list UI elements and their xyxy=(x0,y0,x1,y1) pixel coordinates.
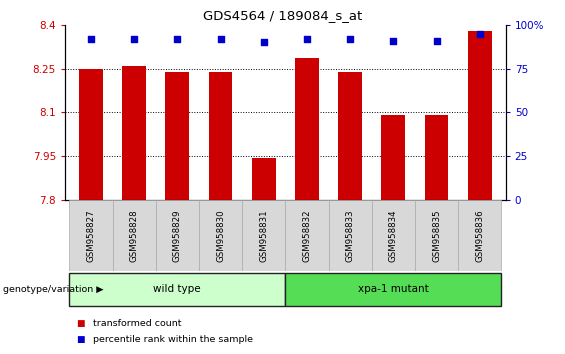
Point xyxy=(389,38,398,44)
Bar xyxy=(295,58,319,200)
Bar xyxy=(425,115,449,200)
FancyBboxPatch shape xyxy=(415,200,458,271)
Text: ■: ■ xyxy=(76,319,85,329)
FancyBboxPatch shape xyxy=(69,273,285,306)
FancyBboxPatch shape xyxy=(69,200,112,271)
Point xyxy=(129,36,138,42)
Text: wild type: wild type xyxy=(154,284,201,295)
FancyBboxPatch shape xyxy=(285,273,501,306)
Bar xyxy=(208,72,232,200)
Text: GDS4564 / 189084_s_at: GDS4564 / 189084_s_at xyxy=(203,9,362,22)
Text: GSM958836: GSM958836 xyxy=(475,209,484,262)
FancyBboxPatch shape xyxy=(112,200,156,271)
FancyBboxPatch shape xyxy=(242,200,285,271)
Text: xpa-1 mutant: xpa-1 mutant xyxy=(358,284,429,295)
Point xyxy=(475,31,484,36)
Text: ■: ■ xyxy=(76,335,85,344)
Text: GSM958835: GSM958835 xyxy=(432,209,441,262)
Text: GSM958833: GSM958833 xyxy=(346,209,355,262)
Bar xyxy=(166,72,189,200)
Point xyxy=(259,40,268,45)
Point xyxy=(346,36,355,42)
Text: percentile rank within the sample: percentile rank within the sample xyxy=(93,335,253,344)
FancyBboxPatch shape xyxy=(285,200,328,271)
Text: transformed count: transformed count xyxy=(93,319,182,329)
Bar xyxy=(252,158,276,200)
FancyBboxPatch shape xyxy=(199,200,242,271)
Text: GSM958832: GSM958832 xyxy=(302,209,311,262)
Text: GSM958828: GSM958828 xyxy=(129,209,138,262)
Text: GSM958834: GSM958834 xyxy=(389,209,398,262)
Text: GSM958831: GSM958831 xyxy=(259,209,268,262)
Text: GSM958829: GSM958829 xyxy=(173,209,182,262)
Point xyxy=(86,36,95,42)
FancyBboxPatch shape xyxy=(156,200,199,271)
Bar xyxy=(381,115,405,200)
Text: GSM958827: GSM958827 xyxy=(86,209,95,262)
FancyBboxPatch shape xyxy=(372,200,415,271)
Text: genotype/variation ▶: genotype/variation ▶ xyxy=(3,285,103,294)
Text: GSM958830: GSM958830 xyxy=(216,209,225,262)
Point xyxy=(216,36,225,42)
Point xyxy=(432,38,441,44)
Bar xyxy=(338,72,362,200)
Point xyxy=(173,36,182,42)
Bar xyxy=(122,65,146,200)
Point xyxy=(302,36,311,42)
Bar xyxy=(79,69,103,200)
FancyBboxPatch shape xyxy=(328,200,372,271)
Bar xyxy=(468,30,492,200)
FancyBboxPatch shape xyxy=(458,200,501,271)
